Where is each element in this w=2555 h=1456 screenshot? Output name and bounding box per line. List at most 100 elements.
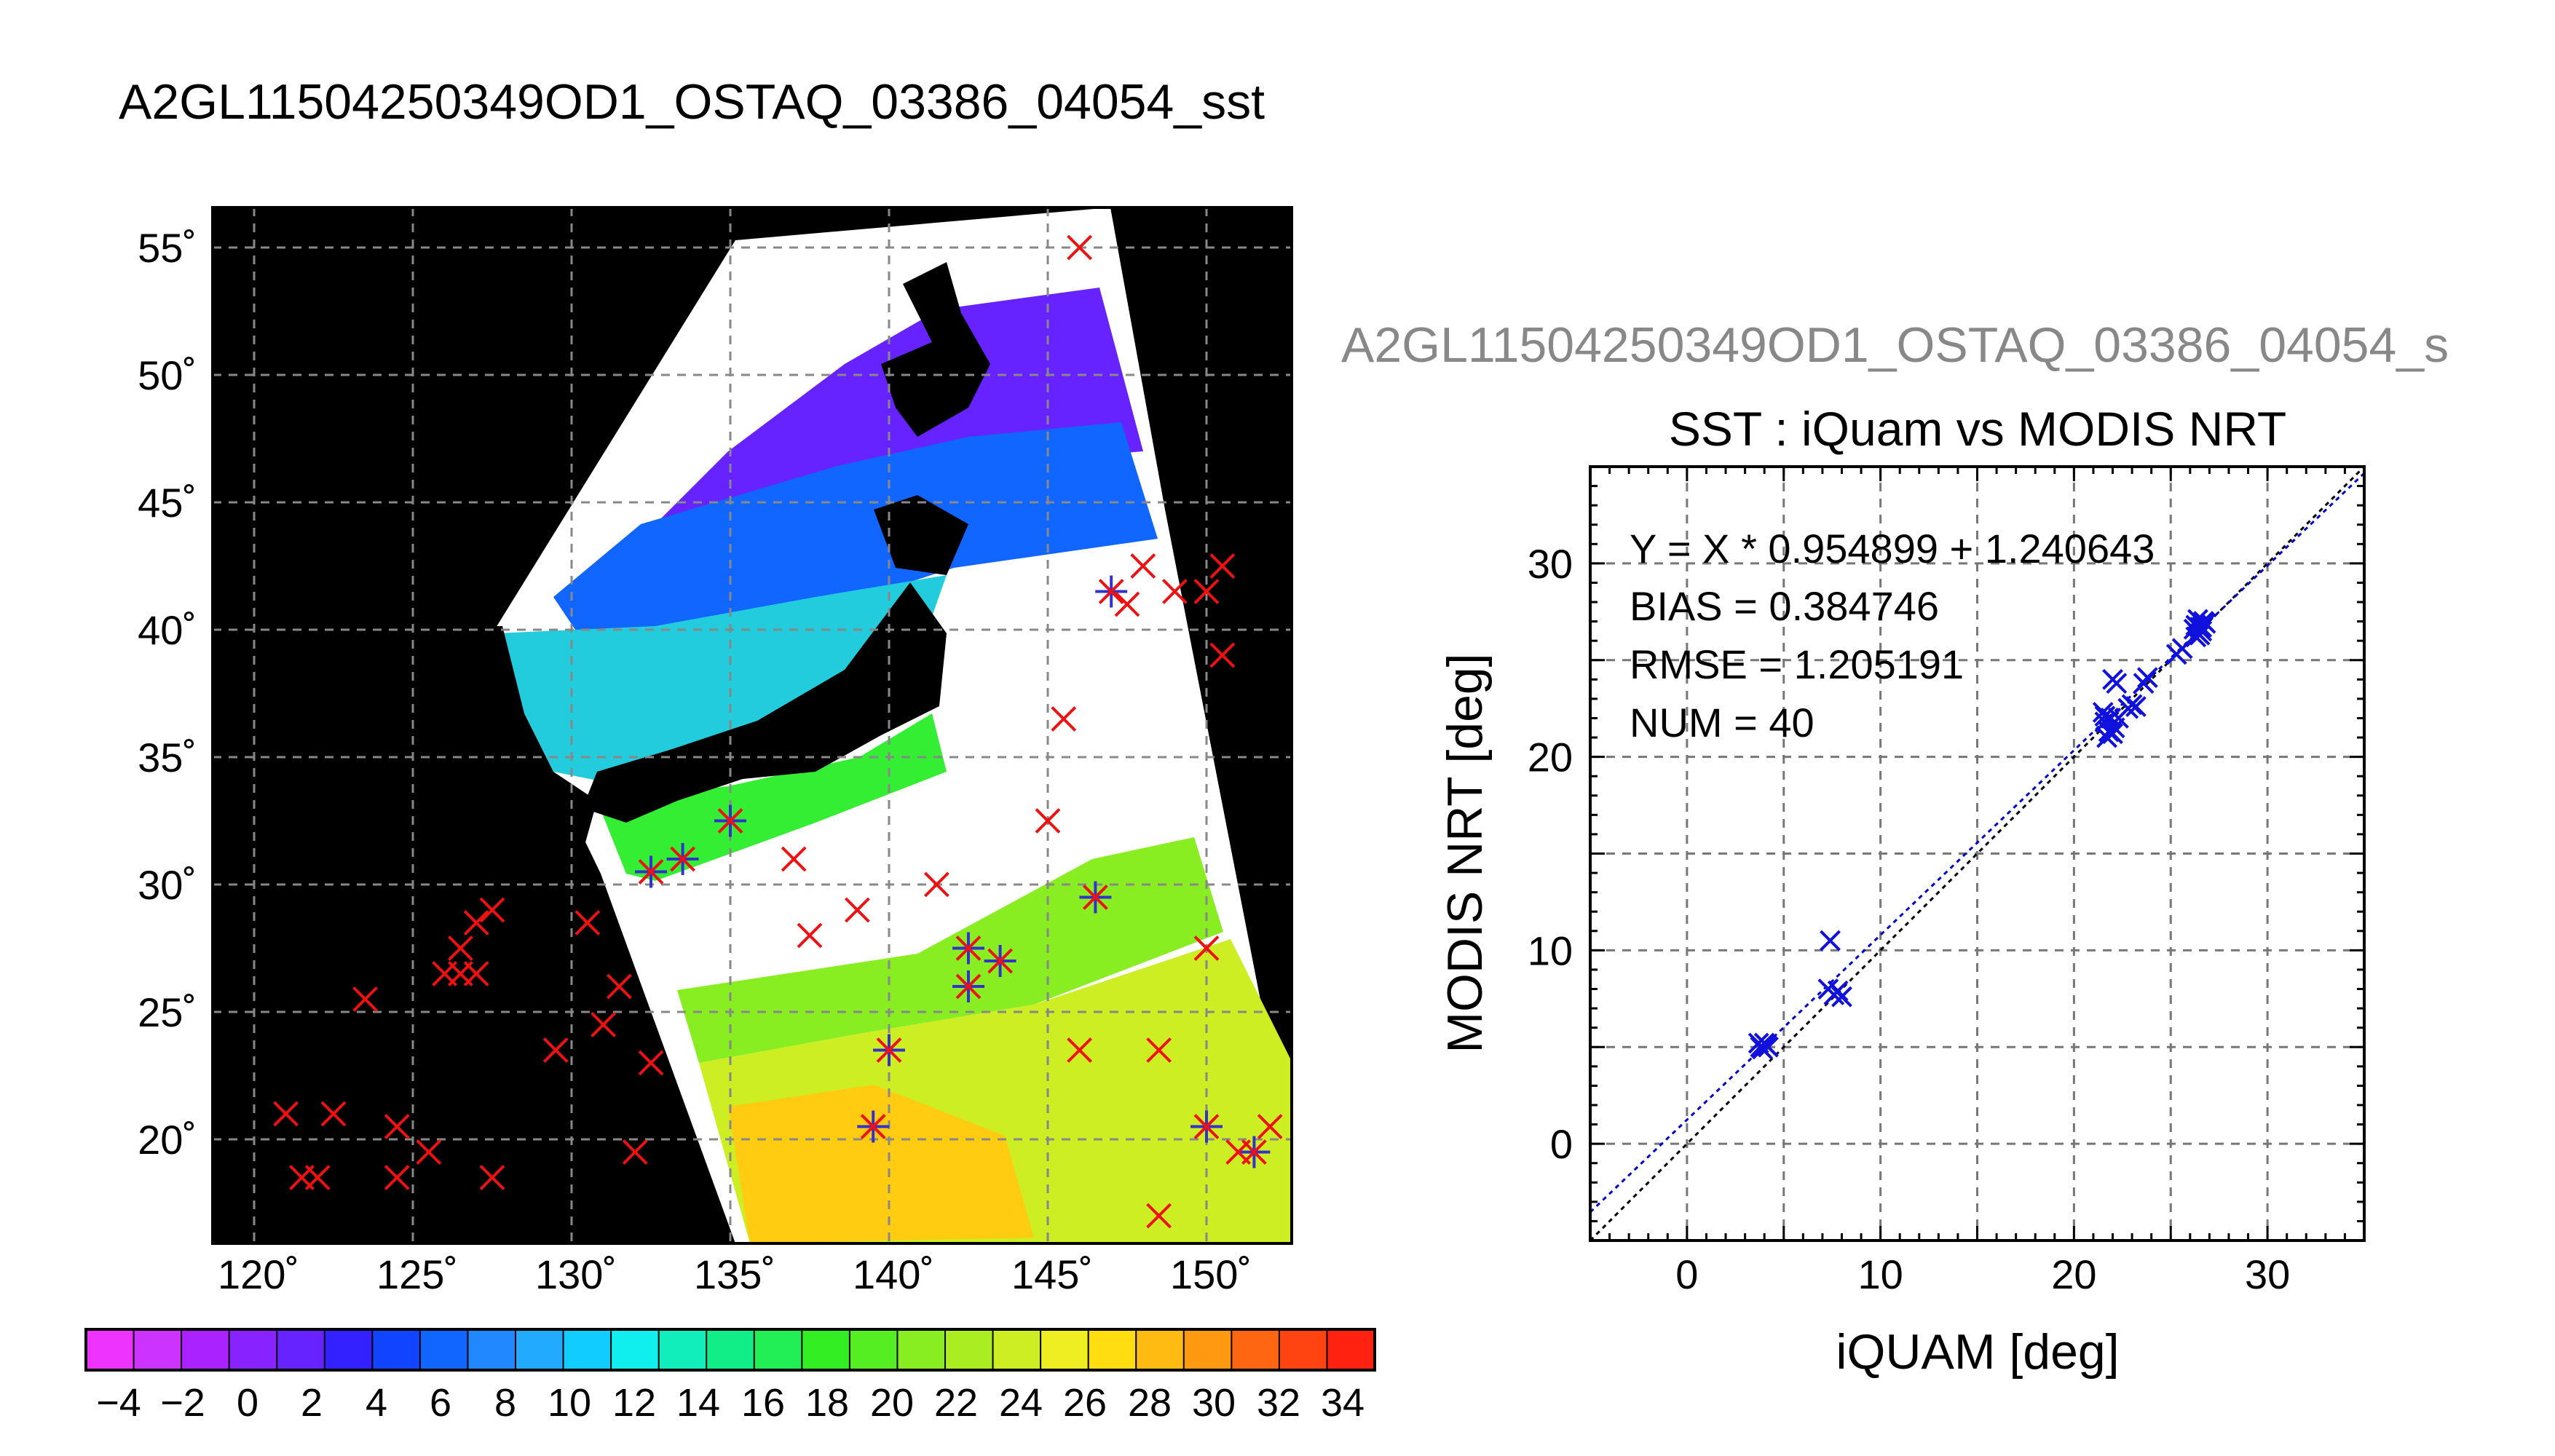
matchup-marker xyxy=(1146,1037,1172,1063)
colorbar-cell xyxy=(229,1329,278,1370)
matchup-marker xyxy=(844,897,870,923)
matchup-marker xyxy=(1146,1203,1172,1229)
x-tick-label: 20 xyxy=(2051,1251,2096,1297)
colorbar-cell xyxy=(1279,1329,1328,1370)
map-lon-labels: 120˚ 125˚ 130˚ 135˚ 140˚ 145˚ 150˚ xyxy=(218,1251,1252,1297)
sst-map: 55˚ 50˚ 45˚ 40˚ 35˚ 30˚ 25˚ 20˚ 120˚ 125… xyxy=(138,206,1293,1297)
colorbar-cell xyxy=(1040,1329,1089,1370)
colorbar-cell xyxy=(1183,1329,1233,1370)
lat-label: 45˚ xyxy=(138,480,197,526)
matchup-marker xyxy=(463,910,489,935)
colorbar-tick: 26 xyxy=(1063,1381,1107,1425)
colorbar-cell xyxy=(1088,1329,1137,1370)
matchup-marker xyxy=(1193,935,1220,961)
colorbar-tick: 8 xyxy=(494,1381,516,1425)
colorbar-cell xyxy=(516,1329,564,1370)
matchup-marker xyxy=(987,948,1014,974)
japan-land xyxy=(881,262,990,437)
lon-label: 120˚ xyxy=(218,1251,299,1297)
matchup-marker xyxy=(1209,642,1236,668)
matchup-marker xyxy=(638,1050,664,1076)
matchup-marker xyxy=(447,935,473,961)
colorbar-cell xyxy=(802,1329,850,1370)
matchup-marker xyxy=(1067,1037,1093,1063)
matchup-marker xyxy=(1035,808,1061,834)
colorbar-cell xyxy=(133,1329,183,1370)
colorbar-cell xyxy=(1327,1329,1375,1370)
matchup-marker xyxy=(955,935,982,961)
scatter-points xyxy=(1748,609,2216,1060)
colorbar-tick: 12 xyxy=(612,1381,656,1425)
y-tick-label: 0 xyxy=(1550,1121,1573,1167)
colorbar-tick: 18 xyxy=(805,1381,849,1425)
matchup-marker xyxy=(273,1101,299,1127)
scatter-point xyxy=(1831,986,1852,1008)
scatter-y-tick-labels: 0 10 20 30 xyxy=(1528,541,1573,1167)
colorbar-cells xyxy=(86,1329,1375,1370)
matchup-marker xyxy=(717,808,743,834)
matchup-marker xyxy=(591,1012,617,1037)
matchup-marker xyxy=(1193,579,1220,604)
colorbar-tick: −4 xyxy=(96,1381,141,1425)
x-tick-label: 10 xyxy=(1857,1251,1903,1297)
colorbar-cell xyxy=(324,1329,374,1370)
colorbar-tick-labels: −4 −2 0 2 4 6 8 10 12 14 16 18 20 22 24 … xyxy=(96,1381,1365,1425)
map-lat-labels: 55˚ 50˚ 45˚ 40˚ 35˚ 30˚ 25˚ 20˚ xyxy=(138,225,197,1163)
colorbar-tick: 14 xyxy=(676,1381,720,1425)
colorbar-tick: 20 xyxy=(870,1381,914,1425)
scatter-gridlines xyxy=(1590,467,2364,1241)
y-tick-label: 30 xyxy=(1528,541,1573,587)
colorbar-tick: 4 xyxy=(366,1381,387,1425)
sst-band-hottest xyxy=(728,1085,1034,1243)
rmse-value: RMSE = 1.205191 xyxy=(1630,641,1964,687)
colorbar: −4 −2 0 2 4 6 8 10 12 14 16 18 20 22 24 … xyxy=(84,1328,1376,1425)
matchup-marker xyxy=(781,846,807,872)
y-tick-label: 10 xyxy=(1528,927,1573,973)
matchup-marker xyxy=(876,1037,902,1063)
matchup-marker xyxy=(352,986,379,1012)
page-title: A2GL11504250349OD1_OSTAQ_03386_04054_sst xyxy=(119,74,1265,130)
num-value: NUM = 40 xyxy=(1630,700,1814,745)
scatter-frame xyxy=(1589,465,2366,1242)
korea-coast xyxy=(213,626,597,910)
matchup-marker xyxy=(479,1165,505,1190)
lon-label: 140˚ xyxy=(853,1251,934,1297)
colorbar-cell xyxy=(86,1329,135,1370)
scatter-plot: 0 10 20 30 0 10 20 30 Y = X * 0.954899 + 1.240… xyxy=(1437,465,2366,1380)
matchup-marker xyxy=(384,1114,410,1139)
matchup-marker xyxy=(670,846,696,872)
scatter-point xyxy=(2136,667,2158,689)
matchup-marker xyxy=(463,961,489,986)
scatter-point xyxy=(2189,617,2211,638)
sst-band-cool xyxy=(553,422,1158,641)
lat-label: 25˚ xyxy=(138,989,197,1035)
lat-label: 20˚ xyxy=(138,1117,197,1163)
stats-annotations: Y = X * 0.954899 + 1.240643 BIAS = 0.384… xyxy=(1630,526,2155,745)
colorbar-cell xyxy=(658,1329,708,1370)
colorbar-tick: 6 xyxy=(430,1381,451,1425)
matchup-marker xyxy=(860,1114,886,1139)
colorbar-tick: 10 xyxy=(548,1381,591,1425)
colorbar-cell xyxy=(849,1329,899,1370)
matchup-marker xyxy=(1067,234,1093,261)
x-axis-label: iQUAM [deg] xyxy=(1836,1324,2119,1380)
colorbar-tick: 24 xyxy=(999,1381,1043,1425)
scatter-point xyxy=(2100,708,2122,729)
colorbar-cell xyxy=(563,1329,612,1370)
lon-label: 125˚ xyxy=(376,1251,458,1297)
lon-label: 130˚ xyxy=(535,1251,617,1297)
lon-label: 145˚ xyxy=(1011,1251,1093,1297)
colorbar-cell xyxy=(467,1329,516,1370)
colorbar-tick: 2 xyxy=(301,1381,323,1425)
scatter-point xyxy=(2125,696,2147,717)
y-tick-label: 20 xyxy=(1528,735,1573,780)
colorbar-cell xyxy=(372,1329,421,1370)
matchup-marker xyxy=(1257,1114,1283,1139)
regression-line xyxy=(1590,472,2364,1214)
colorbar-cell xyxy=(754,1329,803,1370)
matchup-marker xyxy=(479,897,505,923)
colorbar-tick: 32 xyxy=(1257,1381,1300,1425)
colorbar-cell xyxy=(706,1329,755,1370)
scatter-x-tick-labels: 0 10 20 30 xyxy=(1675,1251,2290,1297)
colorbar-cell xyxy=(1231,1329,1280,1370)
